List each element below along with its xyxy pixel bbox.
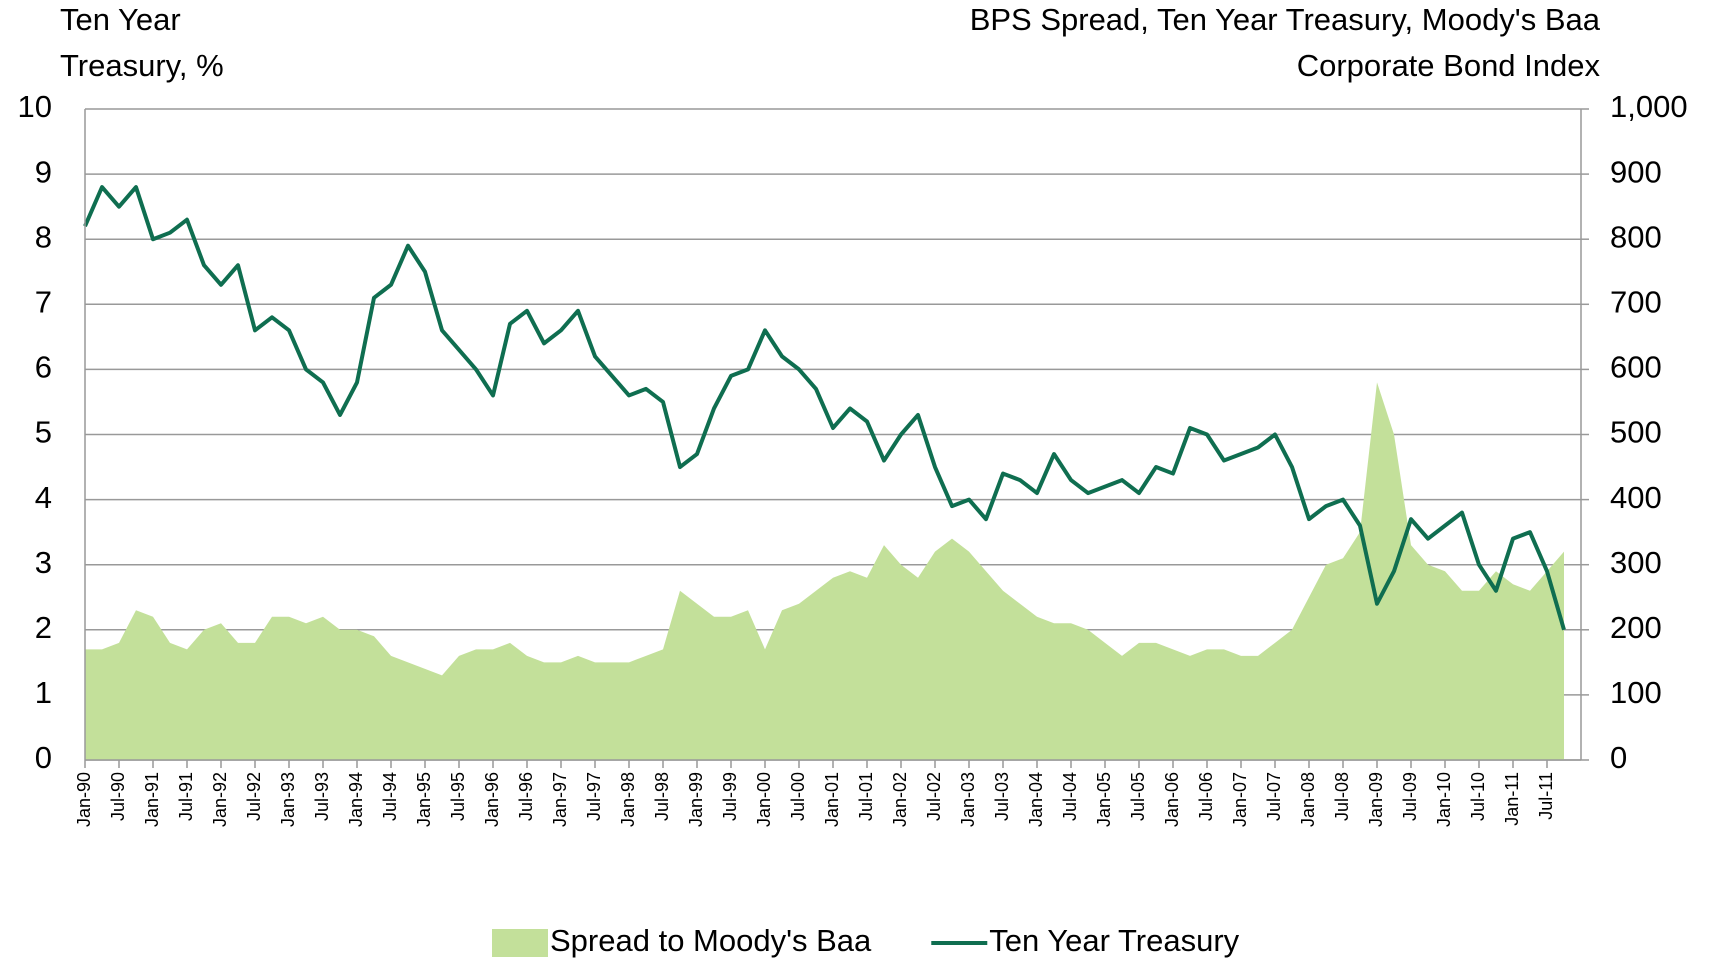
x-tick-label: Jan-11 [1502, 772, 1522, 826]
x-tick-label: Jan-03 [958, 772, 978, 827]
y2-tick-label: 200 [1610, 610, 1662, 645]
x-tick-label: Jul-02 [924, 772, 944, 821]
legend-swatch [492, 929, 548, 957]
x-tick-label: Jan-07 [1230, 772, 1250, 827]
line [83, 185, 1566, 631]
y-tick-label: 4 [35, 480, 52, 515]
x-tick-label: Jul-91 [176, 772, 196, 821]
x-tick-label: Jul-04 [1060, 772, 1080, 821]
y2-tick-label: 800 [1610, 219, 1662, 254]
x-tick-label: Jan-09 [1366, 772, 1386, 827]
x-tick-label: Jan-08 [1298, 772, 1318, 827]
y2-tick-label: 100 [1610, 675, 1662, 710]
y2-tick-label: 500 [1610, 415, 1662, 450]
x-tick-label: Jan-06 [1162, 772, 1182, 827]
x-tick-label: Jan-02 [890, 772, 910, 827]
x-tick-label: Jul-92 [244, 772, 264, 821]
y2-tick-label: 600 [1610, 350, 1662, 385]
y-tick-label: 8 [35, 219, 52, 254]
x-tick-label: Jan-92 [210, 772, 230, 827]
x-tick-label: Jan-95 [414, 772, 434, 827]
y2-tick-label: 300 [1610, 545, 1662, 580]
x-tick-label: Jul-99 [720, 772, 740, 821]
y2-axis-title: BPS Spread, Ten Year Treasury, Moody's B… [970, 2, 1601, 37]
y-tick-label: 7 [35, 284, 52, 319]
x-tick-label: Jul-07 [1264, 772, 1284, 821]
x-tick-label: Jul-93 [312, 772, 332, 821]
x-tick-label: Jul-10 [1468, 772, 1488, 821]
y-tick-label: 1 [35, 675, 52, 710]
y2-tick-label: 0 [1610, 740, 1627, 775]
x-tick-label: Jan-04 [1026, 772, 1046, 827]
y2-tick-label: 400 [1610, 480, 1662, 515]
x-tick-label: Jul-97 [584, 772, 604, 821]
x-tick-label: Jan-97 [550, 772, 570, 827]
y2-axis-title: Corporate Bond Index [1297, 48, 1601, 83]
x-tick-label: Jan-91 [142, 772, 162, 827]
legend-label: Spread to Moody's Baa [550, 923, 872, 958]
y-tick-label: 9 [35, 154, 52, 189]
area [85, 382, 1564, 760]
x-tick-label: Jan-01 [822, 772, 842, 827]
y2-tick-label: 1,000 [1610, 89, 1688, 124]
x-tick-label: Jan-00 [754, 772, 774, 827]
x-tick-label: Jul-03 [992, 772, 1012, 821]
x-tick-label: Jul-11 [1536, 772, 1556, 820]
x-tick-label: Jul-98 [652, 772, 672, 821]
x-tick-label: Jan-98 [618, 772, 638, 827]
y-tick-label: 10 [18, 89, 52, 124]
y2-tick-label: 900 [1610, 154, 1662, 189]
y-tick-label: 3 [35, 545, 52, 580]
y-tick-label: 5 [35, 415, 52, 450]
x-tick-label: Jul-94 [380, 772, 400, 821]
legend-label: Ten Year Treasury [989, 923, 1239, 958]
x-tick-label: Jan-99 [686, 772, 706, 827]
x-tick-label: Jan-05 [1094, 772, 1114, 827]
y-axis-title: Ten Year [60, 2, 181, 37]
x-tick-label: Jul-01 [856, 772, 876, 821]
y-tick-label: 0 [35, 740, 52, 775]
x-tick-label: Jan-10 [1434, 772, 1454, 827]
x-tick-label: Jul-09 [1400, 772, 1420, 821]
x-tick-label: Jan-90 [74, 772, 94, 827]
y-axis-title: Treasury, % [60, 48, 224, 83]
x-tick-label: Jul-05 [1128, 772, 1148, 821]
x-tick-label: Jan-96 [482, 772, 502, 827]
x-tick-label: Jan-94 [346, 772, 366, 827]
x-tick-label: Jul-90 [108, 772, 128, 821]
y-tick-label: 6 [35, 350, 52, 385]
y-tick-label: 2 [35, 610, 52, 645]
x-tick-label: Jul-00 [788, 772, 808, 821]
x-tick-label: Jul-96 [516, 772, 536, 821]
x-tick-label: Jul-08 [1332, 772, 1352, 821]
x-tick-label: Jul-95 [448, 772, 468, 821]
y2-tick-label: 700 [1610, 284, 1662, 319]
x-tick-label: Jan-93 [278, 772, 298, 827]
x-tick-label: Jul-06 [1196, 772, 1216, 821]
